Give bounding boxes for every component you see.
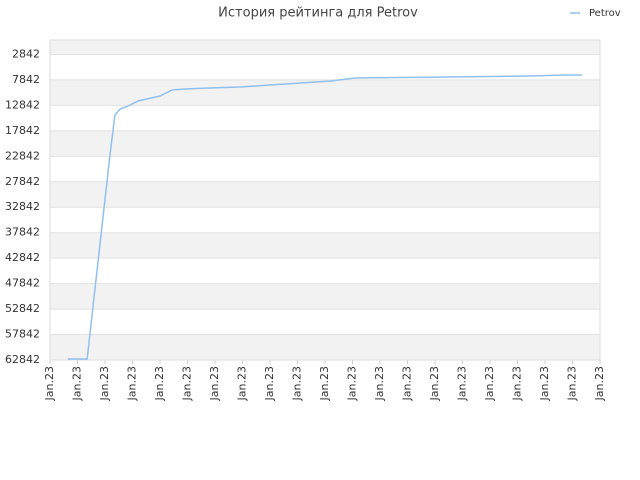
x-tick-label: Jan.23 <box>538 366 551 401</box>
y-tick-label: 27842 <box>5 175 40 188</box>
y-tick-label: 57842 <box>5 328 40 341</box>
x-tick-label: Jan.23 <box>428 366 441 401</box>
x-tick-label: Jan.23 <box>291 366 304 401</box>
x-tick-label: Jan.23 <box>71 366 84 401</box>
x-tick-label: Jan.23 <box>236 366 249 401</box>
x-tick-label: Jan.23 <box>153 366 166 401</box>
y-tick-label: 7842 <box>12 73 40 86</box>
x-tick-label: Jan.23 <box>208 366 221 401</box>
x-tick-label: Jan.23 <box>593 366 606 401</box>
x-tick-label: Jan.23 <box>566 366 579 401</box>
y-tick-label: 37842 <box>5 226 40 239</box>
y-tick-label: 52842 <box>5 302 40 315</box>
y-tick-label: 2842 <box>12 47 40 60</box>
x-tick-label: Jan.23 <box>346 366 359 401</box>
y-tick-label: 62842 <box>5 353 40 366</box>
y-tick-label: 12842 <box>5 98 40 111</box>
grid-band <box>50 232 600 259</box>
x-tick-label: Jan.23 <box>511 366 524 401</box>
y-tick-label: 47842 <box>5 277 40 290</box>
x-tick-label: Jan.23 <box>456 366 469 401</box>
grid-band <box>50 40 600 55</box>
x-tick-label: Jan.23 <box>126 366 139 401</box>
x-tick-label: Jan.23 <box>43 366 56 401</box>
x-tick-label: Jan.23 <box>98 366 111 401</box>
series-line <box>67 74 583 360</box>
x-tick-label: Jan.23 <box>483 366 496 401</box>
y-tick-label: 17842 <box>5 124 40 137</box>
y-tick-label: 32842 <box>5 200 40 213</box>
grid-band <box>50 181 600 208</box>
grid-band <box>50 283 600 310</box>
chart-title: История рейтинга для Petrov <box>218 6 418 21</box>
legend-label: Petrov <box>589 8 621 19</box>
x-tick-label: Jan.23 <box>318 366 331 401</box>
grid-band <box>50 79 600 106</box>
y-tick-label: 42842 <box>5 251 40 264</box>
x-tick-label: Jan.23 <box>373 366 386 401</box>
x-tick-label: Jan.23 <box>263 366 276 401</box>
x-tick-label: Jan.23 <box>401 366 414 401</box>
x-tick-label: Jan.23 <box>181 366 194 401</box>
y-tick-label: 22842 <box>5 149 40 162</box>
grid-band <box>50 334 600 360</box>
plot-border <box>49 39 601 361</box>
grid-band <box>50 130 600 157</box>
